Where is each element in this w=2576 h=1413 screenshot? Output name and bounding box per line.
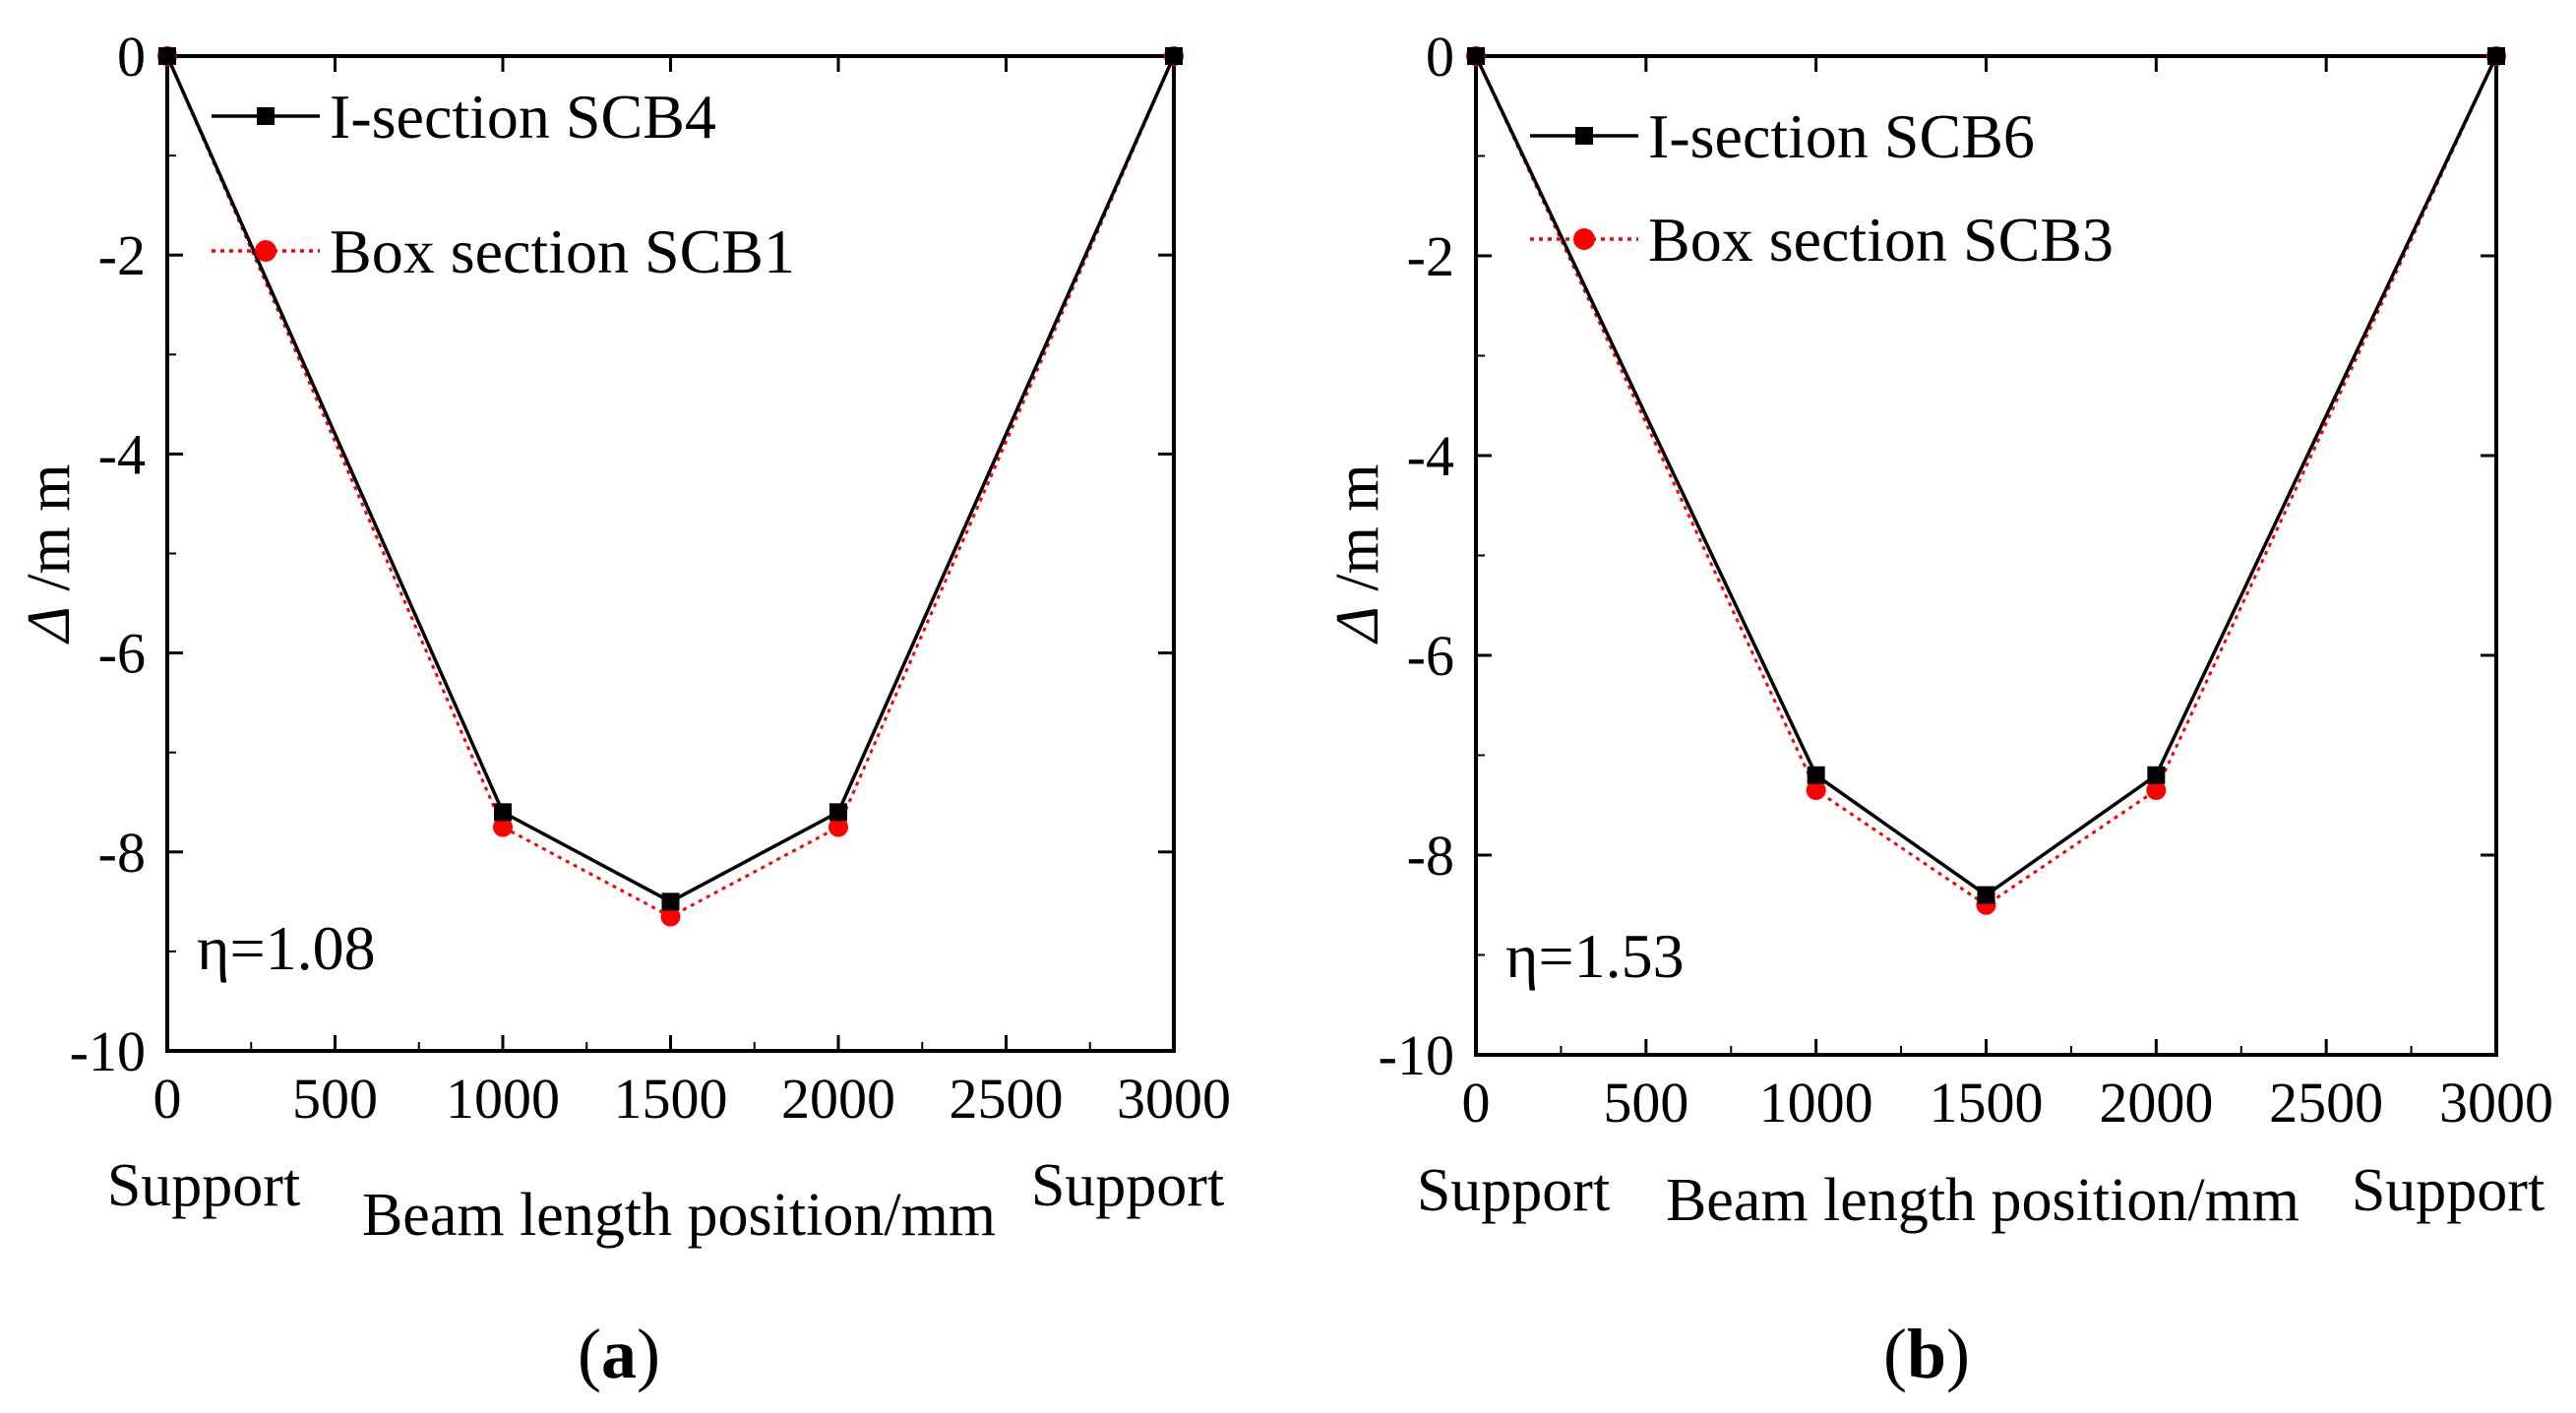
series-line	[1474, 55, 2498, 907]
legend-marker-circle	[1573, 228, 1595, 250]
data-point-square	[1807, 766, 1825, 784]
y-axis-symbol: Δ	[16, 606, 83, 645]
eta-annotation: η=1.08	[197, 913, 376, 983]
legend-marker-square	[257, 107, 275, 125]
y-tick-label: -2	[98, 223, 146, 287]
data-point-square	[1467, 47, 1485, 65]
data-point-circle	[828, 817, 848, 837]
series-line	[1474, 55, 2498, 897]
data-point-circle	[2146, 780, 2167, 801]
eta-annotation: η=1.53	[1505, 921, 1685, 991]
legend-label: I-section SCB6	[1648, 101, 2035, 171]
x-tick-label: 1000	[1759, 1071, 1873, 1135]
x-tick-label: 2500	[950, 1067, 1064, 1131]
x-tick-label: 2000	[2099, 1071, 2213, 1135]
panel-label-part: (	[1883, 1315, 1907, 1393]
legend-label: I-section SCB4	[330, 82, 716, 152]
data-point-circle	[1806, 780, 1826, 801]
legend-label: Box section SCB3	[1648, 205, 2114, 275]
data-point-circle	[660, 906, 681, 927]
x-axis-title: Beam length position/mm	[362, 1182, 996, 1249]
support-label-left: Support	[1417, 1157, 1610, 1224]
y-tick-label: -2	[1407, 224, 1454, 288]
y-tick-label: -8	[98, 821, 146, 885]
legend-label: Box section SCB1	[330, 216, 795, 286]
data-point-square	[829, 803, 847, 822]
data-point-square	[1977, 886, 1995, 904]
y-tick-label: -10	[1379, 1023, 1454, 1087]
legend-marker-circle	[255, 240, 276, 262]
y-tick-label: -4	[1407, 424, 1454, 488]
panel-label-part: a	[601, 1315, 637, 1393]
panel-label-part: (	[578, 1315, 601, 1393]
chart-panel-a: 0 500 1000 1500 2000 2500 3000 0 -2 -4 -6 -8 -10 Δ /m…	[16, 25, 1231, 1393]
legend-marker-square	[1575, 127, 1593, 145]
support-label-right: Support	[1031, 1152, 1224, 1219]
y-tick-label: -10	[70, 1019, 146, 1083]
y-tick-label: -8	[1407, 824, 1454, 888]
data-point-square	[158, 47, 176, 65]
x-tick-label: 0	[1462, 1071, 1491, 1135]
x-tick-label: 2500	[2269, 1071, 2383, 1135]
panel-label-part: b	[1907, 1315, 1946, 1393]
y-axis-unit: /m m	[16, 463, 83, 606]
y-axis-title: Δ /m m	[16, 463, 83, 645]
y-tick-label: 0	[1426, 25, 1454, 89]
x-tick-label: 2000	[781, 1067, 895, 1131]
data-point-circle	[493, 817, 513, 837]
data-point-square	[661, 892, 680, 911]
series-line	[165, 55, 1176, 904]
data-point-square	[494, 803, 512, 822]
x-axis-title: Beam length position/mm	[1666, 1167, 2300, 1234]
panel-label: (a)	[578, 1315, 660, 1393]
x-tick-label: 1500	[1930, 1071, 2044, 1135]
y-tick-label: -4	[98, 422, 146, 486]
x-tick-label: 1000	[446, 1067, 560, 1131]
y-axis-unit: /m m	[1324, 463, 1391, 606]
data-point-square	[2147, 766, 2166, 784]
y-tick-label: -6	[1407, 624, 1454, 688]
series-line	[165, 55, 1176, 919]
y-tick-label: 0	[117, 25, 146, 89]
support-label-right: Support	[2352, 1157, 2545, 1224]
panel-label-part: )	[1946, 1315, 1970, 1393]
y-axis-symbol: Δ	[1324, 606, 1391, 645]
y-axis-title: Δ /m m	[1324, 463, 1391, 645]
x-tick-label: 500	[1603, 1071, 1688, 1135]
panel-label-part: )	[637, 1315, 660, 1393]
y-tick-label: -6	[98, 622, 146, 686]
data-point-square	[2487, 47, 2505, 65]
x-tick-label: 500	[292, 1067, 378, 1131]
chart-panel-b: 0 500 1000 1500 2000 2500 3000 0 -2 -4 -6 -8 -10 Δ /m…	[1324, 25, 2553, 1393]
x-tick-label: 0	[153, 1067, 182, 1131]
x-tick-label: 3000	[1117, 1067, 1231, 1131]
x-tick-label: 1500	[614, 1067, 728, 1131]
data-point-square	[1165, 47, 1183, 65]
support-label-left: Support	[107, 1152, 300, 1219]
x-tick-label: 3000	[2439, 1071, 2553, 1135]
panel-label: (b)	[1883, 1315, 1970, 1393]
